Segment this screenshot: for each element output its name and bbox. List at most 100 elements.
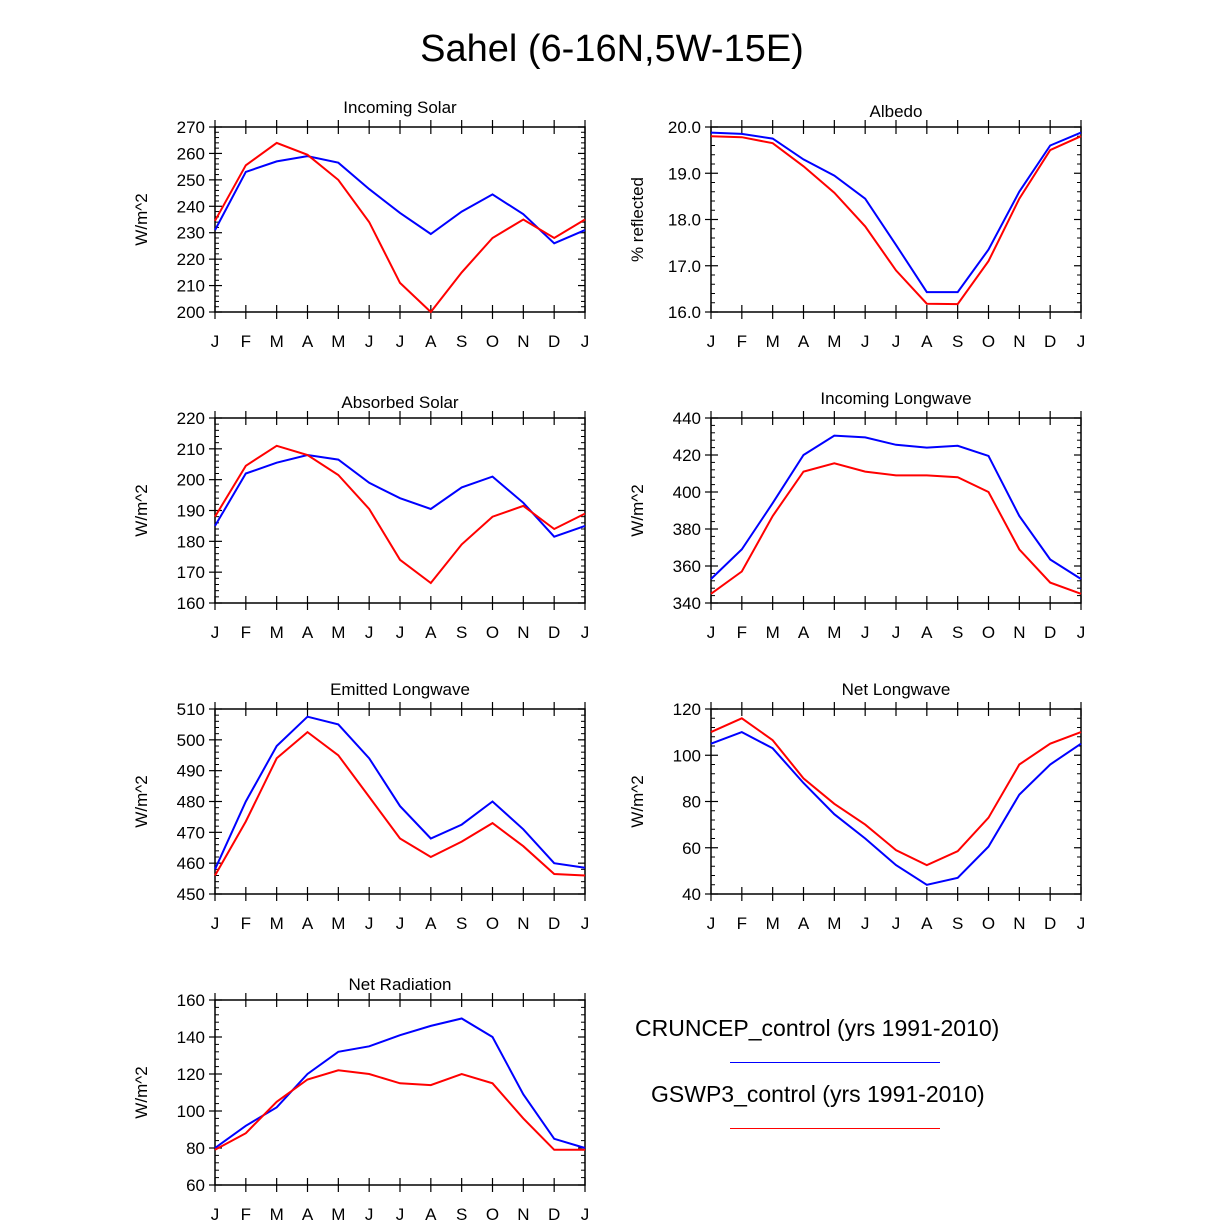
y-tick-label: 440 (673, 409, 701, 428)
y-tick-label: 16.0 (668, 303, 701, 322)
y-tick-label: 80 (186, 1139, 205, 1158)
panel-title: Incoming Solar (343, 98, 457, 117)
y-tick-label: 200 (177, 471, 205, 490)
x-tick-label: S (456, 914, 467, 933)
x-tick-label: J (892, 623, 901, 642)
y-tick-label: 100 (177, 1102, 205, 1121)
x-tick-label: J (365, 1205, 374, 1222)
x-tick-label: N (1013, 623, 1025, 642)
x-tick-label: A (921, 914, 933, 933)
series-line-gswp3 (710, 135, 1082, 306)
x-tick-label: M (331, 1205, 345, 1222)
x-tick-label: J (861, 623, 870, 642)
x-tick-label: J (581, 623, 590, 642)
x-tick-label: N (1013, 914, 1025, 933)
y-tick-label: 420 (673, 446, 701, 465)
series-line-cruncep (214, 155, 586, 245)
y-tick-label: 510 (177, 700, 205, 719)
series-line-cruncep (710, 434, 1082, 580)
x-tick-label: N (517, 1205, 529, 1222)
x-tick-label: O (982, 623, 995, 642)
x-tick-label: M (766, 914, 780, 933)
x-tick-label: A (921, 332, 933, 351)
y-tick-label: 20.0 (668, 118, 701, 137)
x-tick-label: S (456, 1205, 467, 1222)
y-axis-label: W/m^2 (132, 484, 151, 536)
x-tick-label: M (827, 623, 841, 642)
x-tick-label: A (425, 623, 437, 642)
series-line-gswp3 (710, 717, 1082, 867)
y-axis-label: W/m^2 (132, 193, 151, 245)
y-tick-label: 60 (682, 839, 701, 858)
x-tick-label: M (270, 914, 284, 933)
y-tick-label: 190 (177, 502, 205, 521)
x-tick-label: A (302, 623, 314, 642)
y-tick-label: 260 (177, 144, 205, 163)
y-tick-label: 490 (177, 762, 205, 781)
y-tick-label: 60 (186, 1176, 205, 1195)
figure-title: Sahel (6-16N,5W-15E) (420, 28, 804, 70)
x-tick-label: M (766, 332, 780, 351)
y-tick-label: 80 (682, 793, 701, 812)
panel-title: Albedo (870, 102, 923, 121)
series-line-cruncep (214, 1017, 586, 1149)
y-axis-label: W/m^2 (132, 1066, 151, 1118)
x-tick-label: F (241, 623, 251, 642)
x-tick-label: J (581, 332, 590, 351)
panel-title: Incoming Longwave (820, 389, 971, 408)
panel-title: Net Longwave (842, 680, 951, 699)
series-line-gswp3 (710, 462, 1082, 595)
x-tick-label: N (517, 623, 529, 642)
y-tick-label: 18.0 (668, 211, 701, 230)
y-tick-label: 220 (177, 409, 205, 428)
x-tick-label: A (302, 914, 314, 933)
x-tick-label: J (211, 914, 220, 933)
x-tick-label: M (766, 623, 780, 642)
x-tick-label: A (425, 1205, 437, 1222)
x-tick-label: J (892, 914, 901, 933)
y-tick-label: 480 (177, 793, 205, 812)
x-tick-label: J (396, 1205, 405, 1222)
y-tick-label: 230 (177, 224, 205, 243)
x-tick-label: J (396, 914, 405, 933)
x-tick-label: A (798, 623, 810, 642)
x-tick-label: A (921, 623, 933, 642)
x-tick-label: J (211, 1205, 220, 1222)
x-tick-label: N (517, 332, 529, 351)
x-tick-label: A (302, 1205, 314, 1222)
y-axis-label: % reflected (628, 177, 647, 262)
y-tick-label: 250 (177, 171, 205, 190)
x-tick-label: F (737, 332, 747, 351)
x-tick-label: M (270, 332, 284, 351)
y-tick-label: 220 (177, 250, 205, 269)
x-tick-label: J (707, 914, 716, 933)
series-line-gswp3 (214, 1069, 585, 1151)
x-tick-label: F (737, 623, 747, 642)
y-axis-label: W/m^2 (628, 775, 647, 827)
y-tick-label: 470 (177, 823, 205, 842)
panel-title: Net Radiation (348, 975, 451, 994)
y-tick-label: 120 (673, 700, 701, 719)
x-tick-label: J (581, 1205, 590, 1222)
x-tick-label: J (892, 332, 901, 351)
x-tick-label: M (270, 1205, 284, 1222)
y-axis-label: W/m^2 (132, 775, 151, 827)
y-tick-label: 17.0 (668, 257, 701, 276)
y-tick-label: 160 (177, 594, 205, 613)
x-tick-label: F (241, 332, 251, 351)
y-tick-label: 160 (177, 991, 205, 1010)
x-tick-label: O (982, 332, 995, 351)
x-tick-label: J (211, 332, 220, 351)
chart-panel-3: Absorbed Solar W/m^2 160 170 180 190 200 210 220… (132, 393, 589, 642)
x-tick-label: N (1013, 332, 1025, 351)
plot-frame (710, 126, 1082, 313)
x-tick-label: J (396, 332, 405, 351)
y-tick-label: 360 (673, 557, 701, 576)
series-line-gswp3 (214, 444, 586, 585)
y-tick-label: 19.0 (668, 164, 701, 183)
chart-panel-4: Incoming Longwave W/m^2 340 360 380 400 420 440… (628, 389, 1085, 642)
x-tick-label: M (827, 914, 841, 933)
series-line-cruncep (710, 131, 1082, 294)
